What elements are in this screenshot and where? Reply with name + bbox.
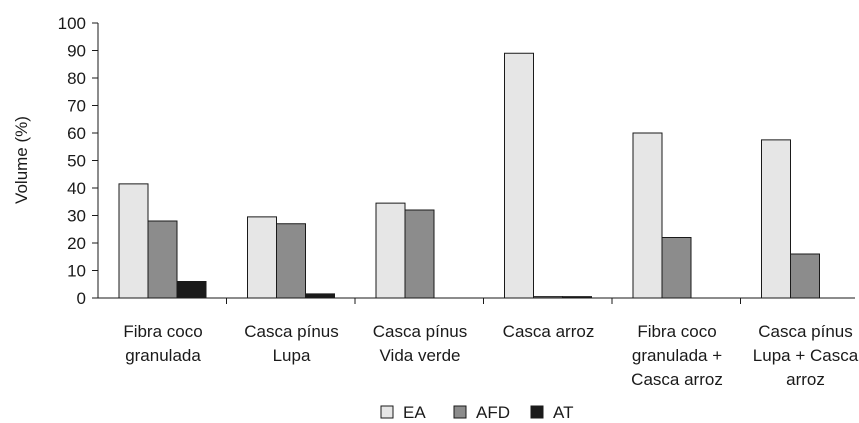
legend-swatch-afd: [453, 405, 467, 419]
category-label-line: Lupa + Casca: [753, 346, 859, 365]
bar-afd-4: [661, 237, 692, 299]
bar-ea-2: [375, 202, 406, 299]
category-label-line: Casca pínus: [758, 322, 853, 341]
category-label: Casca pínus Vida verde: [373, 322, 468, 365]
y-tick-label: 90: [67, 42, 86, 61]
category-label-line: Fibra coco: [123, 322, 202, 341]
bar-afd-3: [533, 296, 563, 299]
y-axis: 0 10 20 30 40 50 60 70 80 90 100: [58, 14, 99, 308]
category-label-line: Casca arroz: [631, 370, 723, 389]
category-label: Fibra coco granulada: [123, 322, 202, 365]
legend-swatch-at: [530, 405, 544, 419]
y-axis-title: Volume (%): [12, 116, 31, 204]
bar-at-0: [176, 281, 207, 299]
legend-label-afd: AFD: [476, 403, 510, 422]
y-tick-label: 60: [67, 124, 86, 143]
bar-afd-5: [790, 253, 820, 299]
category-label: Casca pínus Lupa + Casca arroz: [753, 322, 859, 389]
category-label: Fibra coco granulada + Casca arroz: [631, 322, 723, 389]
bar-ea-0: [118, 183, 149, 299]
y-tick-label: 30: [67, 207, 86, 226]
y-tick-label: 70: [67, 97, 86, 116]
legend-label-ea: EA: [403, 403, 426, 422]
bar-at-1: [305, 293, 335, 299]
category-label: Casca pínus Lupa: [244, 322, 339, 365]
category-label-line: Casca pínus: [373, 322, 468, 341]
bar-ea-5: [761, 139, 791, 299]
legend-swatch-ea: [380, 405, 394, 419]
category-label-line: Casca pínus: [244, 322, 339, 341]
y-tick-label: 40: [67, 179, 86, 198]
y-tick-label: 80: [67, 69, 86, 88]
bar-afd-2: [404, 209, 435, 299]
y-tick-label: 0: [77, 289, 86, 308]
bar-afd-1: [276, 223, 306, 299]
category-label-line: Casca arroz: [503, 322, 595, 341]
y-tick-label: 20: [67, 234, 86, 253]
y-tick-label: 50: [67, 152, 86, 171]
y-tick-label: 100: [58, 14, 86, 33]
category-label-line: arroz: [786, 370, 825, 389]
bar-at-3: [562, 296, 592, 299]
bar-ea-3: [504, 52, 534, 299]
category-label-line: Vida verde: [380, 346, 461, 365]
bar-ea-4: [632, 132, 663, 299]
category-label-line: Lupa: [273, 346, 311, 365]
legend: EA AFD AT: [380, 403, 573, 422]
category-label: Casca arroz: [503, 322, 595, 341]
x-axis: [98, 297, 855, 304]
y-tick-label: 10: [67, 262, 86, 281]
category-label-line: granulada: [125, 346, 201, 365]
bar-ea-1: [247, 216, 277, 299]
category-label-line: Fibra coco: [637, 322, 716, 341]
bar-afd-0: [147, 220, 178, 299]
bars: [118, 52, 820, 299]
legend-label-at: AT: [553, 403, 573, 422]
category-label-line: granulada +: [632, 346, 722, 365]
